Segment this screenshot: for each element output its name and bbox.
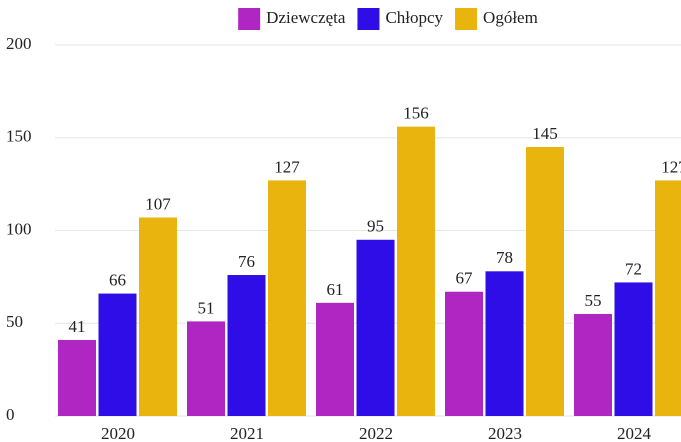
x-tick-label: 2022 [359, 424, 393, 442]
legend-swatch [357, 8, 380, 30]
legend-label: Chłopcy [385, 8, 443, 27]
data-label: 76 [238, 252, 255, 271]
bar [98, 293, 137, 416]
y-tick-label: 150 [6, 127, 32, 146]
bar [187, 321, 225, 416]
data-label: 156 [403, 104, 429, 123]
data-label: 67 [456, 269, 474, 288]
legend: Dziewczęta Chłopcy Ogółem [238, 8, 538, 30]
bar [397, 126, 435, 417]
bar [227, 275, 266, 416]
y-tick-label: 50 [6, 312, 23, 331]
bar [139, 217, 177, 416]
y-tick-label: 0 [6, 405, 15, 424]
legend-swatch [455, 8, 478, 30]
bar [574, 313, 612, 416]
y-tick-label: 200 [6, 34, 32, 53]
bar [58, 339, 96, 416]
data-label: 66 [109, 270, 126, 289]
legend-swatch [238, 8, 261, 30]
bar [356, 239, 395, 416]
bar [316, 302, 354, 416]
data-label: 107 [145, 194, 171, 213]
bar [655, 180, 681, 416]
data-label: 127 [661, 157, 681, 176]
bar [614, 282, 653, 416]
x-tick-label: 2020 [101, 424, 135, 442]
data-label: 41 [69, 317, 86, 336]
data-label: 95 [367, 217, 384, 236]
bar [526, 147, 564, 416]
x-tick-label: 2023 [488, 424, 522, 442]
data-label: 55 [585, 291, 602, 310]
bar [485, 271, 524, 416]
data-label: 145 [532, 124, 558, 143]
x-tick-label: 2024 [617, 424, 652, 442]
legend-label: Dziewczęta [266, 8, 346, 27]
legend-label: Ogółem [483, 8, 538, 27]
data-label: 51 [198, 298, 215, 317]
bar [268, 180, 306, 416]
y-tick-label: 100 [6, 219, 32, 238]
data-label: 127 [274, 157, 300, 176]
data-label: 61 [327, 280, 344, 299]
bar [445, 291, 483, 416]
data-label: 78 [496, 248, 513, 267]
data-label: 72 [625, 259, 642, 278]
x-tick-label: 2021 [230, 424, 264, 442]
